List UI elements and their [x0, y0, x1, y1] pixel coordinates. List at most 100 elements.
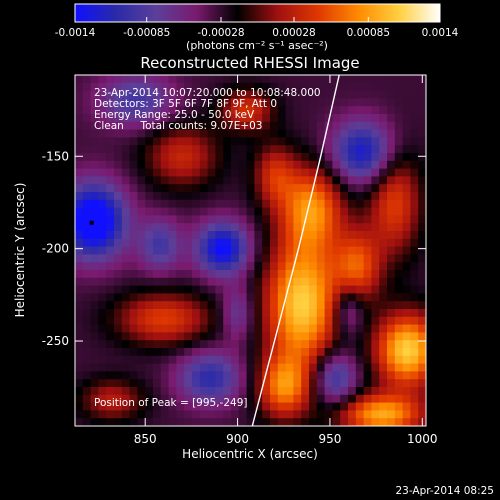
heatmap-cell — [340, 246, 349, 255]
heatmap-cell — [277, 301, 287, 310]
heatmap-cell — [348, 277, 357, 287]
heatmap-cell — [114, 262, 123, 271]
heatmap-cell — [355, 309, 365, 318]
heatmap-cell — [145, 270, 154, 279]
heatmap-cell — [223, 379, 232, 388]
heatmap-cell — [145, 355, 154, 365]
heatmap-cell — [402, 184, 411, 193]
heatmap-cell — [231, 121, 240, 131]
heatmap-cell — [199, 106, 209, 115]
heatmap-cell — [168, 98, 177, 107]
heatmap-cell — [223, 223, 232, 232]
heatmap-cell — [145, 199, 154, 209]
heatmap-cell — [394, 254, 404, 263]
heatmap-cell — [176, 168, 185, 177]
heatmap-cell — [309, 129, 318, 138]
annotation-clean-counts: Clean Total counts: 9.07E+03 — [94, 120, 263, 132]
heatmap-cell — [82, 137, 92, 146]
heatmap-cell — [371, 207, 380, 216]
heatmap-cell — [418, 270, 426, 279]
heatmap-cell — [246, 199, 255, 209]
heatmap-cell — [160, 75, 170, 84]
heatmap-cell — [246, 348, 255, 357]
heatmap-cell — [262, 168, 271, 177]
heatmap-cell — [301, 129, 310, 138]
heatmap-cell — [168, 340, 177, 349]
heatmap-cell — [277, 192, 287, 201]
heatmap-cell — [215, 98, 224, 107]
heatmap-cell — [153, 254, 162, 263]
heatmap-cell — [199, 410, 209, 419]
heatmap-cell — [277, 418, 287, 426]
heatmap-cell — [270, 301, 279, 310]
heatmap-cell — [184, 394, 193, 404]
heatmap-cell — [160, 129, 170, 138]
heatmap-cell — [192, 418, 201, 426]
heatmap-cell — [394, 231, 404, 240]
heatmap-cell — [231, 114, 240, 123]
heatmap-cell — [309, 277, 318, 287]
heatmap-cell — [254, 309, 263, 318]
heatmap-cell — [340, 207, 349, 216]
heatmap-cell — [106, 114, 115, 123]
heatmap-cell — [145, 75, 154, 84]
heatmap-cell — [277, 410, 287, 419]
heatmap-cell — [199, 137, 209, 146]
heatmap-cell — [153, 387, 162, 396]
heatmap-cell — [379, 114, 388, 123]
heatmap-cell — [160, 98, 170, 107]
heatmap-cell — [246, 410, 255, 419]
heatmap-cell — [332, 371, 341, 380]
heatmap-cell — [121, 137, 131, 146]
heatmap-cell — [324, 145, 333, 154]
heatmap-cell — [316, 176, 326, 185]
heatmap-cell — [215, 114, 224, 123]
heatmap-cell — [207, 379, 216, 388]
heatmap-cell — [90, 410, 99, 419]
heatmap-cell — [199, 309, 209, 318]
heatmap-cell — [410, 153, 419, 162]
heatmap-cell — [363, 371, 372, 380]
heatmap-cell — [301, 192, 310, 201]
heatmap-cell — [145, 215, 154, 224]
heatmap-cell — [137, 270, 146, 279]
heatmap-cell — [98, 160, 107, 170]
heatmap-cell — [387, 324, 396, 333]
heatmap-cell — [262, 387, 271, 396]
heatmap-cell — [418, 324, 426, 333]
heatmap-cell — [387, 285, 396, 294]
heatmap-cell — [363, 129, 372, 138]
heatmap-cell — [301, 90, 310, 99]
heatmap-cell — [332, 332, 341, 341]
heatmap-cell — [238, 98, 248, 107]
heatmap-cell — [121, 106, 131, 115]
heatmap-cell — [277, 160, 287, 170]
heatmap-cell — [371, 145, 380, 154]
heatmap-cell — [192, 160, 201, 170]
heatmap-cell — [355, 301, 365, 310]
heatmap-cell — [309, 379, 318, 388]
heatmap-cell — [238, 129, 248, 138]
heatmap-cell — [285, 316, 294, 326]
heatmap-cell — [309, 137, 318, 146]
heatmap-cell — [160, 238, 170, 248]
heatmap-cell — [262, 121, 271, 131]
heatmap-cell — [160, 192, 170, 201]
heatmap-cell — [114, 379, 123, 388]
heatmap-cell — [106, 223, 115, 232]
heatmap-cell — [98, 355, 107, 365]
heatmap-cell — [363, 293, 372, 302]
heatmap-cell — [199, 277, 209, 287]
heatmap-cell — [75, 184, 84, 193]
heatmap-cell — [371, 348, 380, 357]
heatmap-cell — [153, 176, 162, 185]
heatmap-cell — [394, 145, 404, 154]
heatmap-cell — [98, 301, 107, 310]
y-tick-label: -200 — [42, 242, 69, 256]
heatmap-cell — [238, 168, 248, 177]
heatmap-cell — [129, 90, 138, 99]
heatmap-cell — [90, 285, 99, 294]
heatmap-cell — [160, 332, 170, 341]
heatmap-cell — [184, 246, 193, 255]
heatmap-cell — [82, 114, 92, 123]
